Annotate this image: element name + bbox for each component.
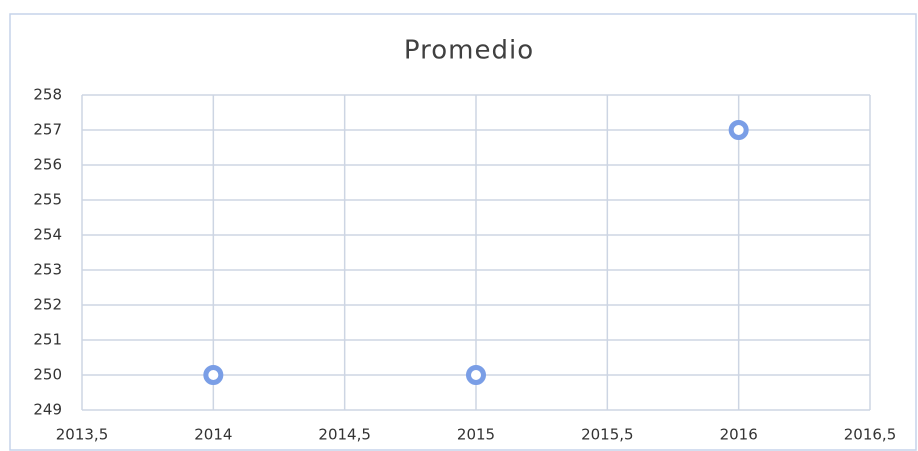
point bbox=[728, 120, 749, 140]
x-tick-label: 2014 bbox=[194, 426, 232, 444]
y-tick-label: 253 bbox=[33, 261, 62, 279]
y-tick-label: 252 bbox=[33, 296, 62, 314]
point bbox=[203, 365, 224, 385]
y-tick-label: 250 bbox=[33, 366, 62, 384]
x-tick-label: 2016 bbox=[720, 426, 758, 444]
point bbox=[466, 365, 486, 385]
x-tick-label: 2013,5 bbox=[56, 426, 109, 444]
x-tick-label: 2016,5 bbox=[844, 426, 897, 444]
x-tick-label: 2014,5 bbox=[318, 426, 371, 444]
y-tick-label: 251 bbox=[33, 331, 62, 349]
x-tick-label: 2015,5 bbox=[581, 426, 634, 444]
y-tick-label: 258 bbox=[33, 86, 62, 104]
y-tick-label: 254 bbox=[33, 226, 62, 244]
y-tick-label: 256 bbox=[33, 156, 62, 174]
y-tick-label: 255 bbox=[33, 191, 62, 209]
y-tick-label: 257 bbox=[33, 121, 62, 139]
chart-title: Promedio bbox=[404, 36, 534, 66]
x-tick-label: 2015 bbox=[457, 426, 495, 444]
chart-border bbox=[9, 13, 917, 451]
y-tick-label: 249 bbox=[33, 401, 62, 419]
